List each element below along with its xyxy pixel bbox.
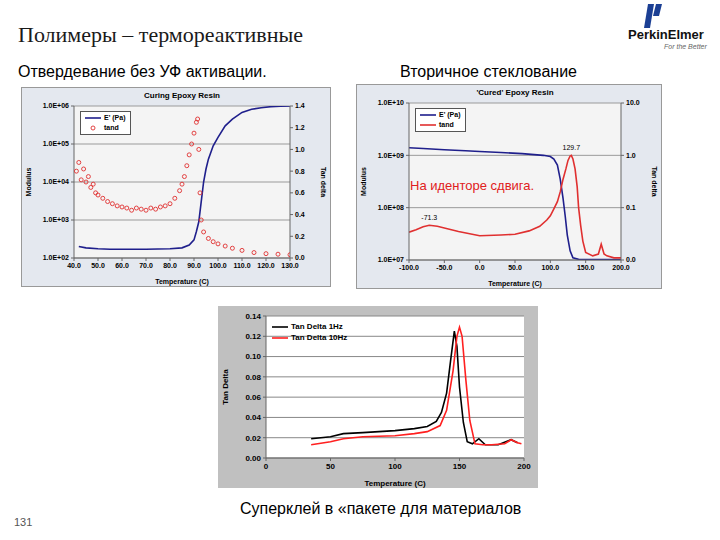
svg-text:1.0E+06: 1.0E+06 [43, 102, 69, 109]
svg-text:1.0E+02: 1.0E+02 [43, 254, 69, 261]
svg-text:110.0: 110.0 [233, 262, 250, 269]
html-text:131: 131 [14, 516, 33, 528]
html-text:E' (Pa): E' (Pa) [439, 111, 461, 118]
svg-text:1.0E+07: 1.0E+07 [378, 256, 404, 263]
svg-text:120.0: 120.0 [257, 262, 275, 269]
html-text:На иденторе сдвига.: На иденторе сдвига. [410, 178, 535, 193]
html-text:tand: tand [104, 124, 119, 131]
html-text:'Cured' Epoxy Resin: 'Cured' Epoxy Resin [476, 88, 554, 97]
svg-text:1.0: 1.0 [626, 152, 636, 159]
svg-text:0.0: 0.0 [626, 256, 636, 263]
svg-text:1.4: 1.4 [295, 102, 305, 109]
svg-text:10.0: 10.0 [626, 99, 640, 106]
svg-text:60.0: 60.0 [115, 262, 129, 269]
svg-text:0.6: 0.6 [295, 189, 305, 196]
svg-text:0.4: 0.4 [295, 211, 305, 218]
svg-text:1.0E+04: 1.0E+04 [43, 178, 69, 185]
svg-text:Tan Delta: Tan Delta [221, 369, 230, 405]
svg-text:0.08: 0.08 [245, 373, 261, 382]
svg-text:130.0: 130.0 [281, 262, 299, 269]
svg-text:150: 150 [453, 462, 467, 471]
svg-text:50.0: 50.0 [508, 264, 522, 271]
svg-text:1.0E+08: 1.0E+08 [378, 204, 404, 211]
svg-text:0.8: 0.8 [295, 168, 305, 175]
svg-text:70.0: 70.0 [139, 262, 153, 269]
svg-text:0.02: 0.02 [245, 434, 261, 443]
svg-text:-100.0: -100.0 [399, 264, 419, 271]
svg-text:200: 200 [517, 462, 531, 471]
svg-text:40.0: 40.0 [67, 262, 81, 269]
html-text:PerkinElmer: PerkinElmer [628, 27, 704, 42]
svg-text:Temperature (C): Temperature (C) [488, 280, 542, 288]
html-text:Curing Epoxy Resin: Curing Epoxy Resin [144, 91, 220, 100]
svg-text:90.0: 90.0 [187, 262, 201, 269]
svg-text:0.10: 0.10 [245, 352, 261, 361]
html-text:Вторичное стеклование: Вторичное стеклование [400, 63, 577, 80]
svg-text:1.0: 1.0 [295, 146, 305, 153]
html-text:Отвердевание без УФ активации.: Отвердевание без УФ активации. [18, 63, 267, 80]
svg-text:0.14: 0.14 [245, 312, 261, 321]
svg-text:1.0E+09: 1.0E+09 [378, 152, 404, 159]
svg-text:Modulus: Modulus [25, 168, 32, 197]
svg-text:100.0: 100.0 [209, 262, 227, 269]
html-text:Tan Delta 10Hz: Tan Delta 10Hz [291, 333, 348, 342]
svg-text:-50.0: -50.0 [436, 264, 452, 271]
html-text:Суперклей в «пакете для матери: Суперклей в «пакете для материалов [240, 500, 522, 517]
svg-text:50.0: 50.0 [91, 262, 105, 269]
svg-text:100.0: 100.0 [542, 264, 560, 271]
svg-text:1.0E+05: 1.0E+05 [43, 140, 69, 147]
svg-text:100: 100 [388, 462, 402, 471]
html-text:E' (Pa): E' (Pa) [104, 114, 126, 121]
svg-text:50: 50 [326, 462, 335, 471]
html-text:tand: tand [439, 121, 454, 128]
svg-text:0.00: 0.00 [245, 454, 261, 463]
svg-text:1.0E+03: 1.0E+03 [43, 216, 69, 223]
html-text:For the Better: For the Better [664, 43, 707, 50]
svg-text:1.2: 1.2 [295, 124, 305, 131]
svg-text:0.0: 0.0 [295, 254, 305, 261]
svg-text:80.0: 80.0 [163, 262, 177, 269]
svg-text:-71.3: -71.3 [421, 214, 437, 221]
svg-text:Tan delta: Tan delta [320, 167, 327, 197]
svg-text:0.1: 0.1 [626, 204, 636, 211]
svg-text:0.12: 0.12 [245, 332, 261, 341]
svg-text:200.0: 200.0 [612, 264, 630, 271]
svg-text:Tan delta: Tan delta [651, 166, 658, 196]
svg-text:150.0: 150.0 [577, 264, 595, 271]
svg-text:129.7: 129.7 [563, 144, 581, 151]
svg-text:0.0: 0.0 [475, 264, 485, 271]
svg-text:Temperature (C): Temperature (C) [364, 479, 426, 488]
svg-text:Temperature (C): Temperature (C) [155, 278, 209, 286]
html-text:Tan Delta 1Hz: Tan Delta 1Hz [291, 322, 343, 331]
html-text:Полимеры – термореактивные: Полимеры – термореактивные [18, 22, 304, 47]
svg-text:1.0E+10: 1.0E+10 [378, 99, 404, 106]
svg-text:0.04: 0.04 [245, 413, 261, 422]
svg-text:0.06: 0.06 [245, 393, 261, 402]
svg-text:Modulus: Modulus [360, 167, 367, 196]
svg-text:0: 0 [264, 462, 269, 471]
svg-text:0.2: 0.2 [295, 233, 305, 240]
